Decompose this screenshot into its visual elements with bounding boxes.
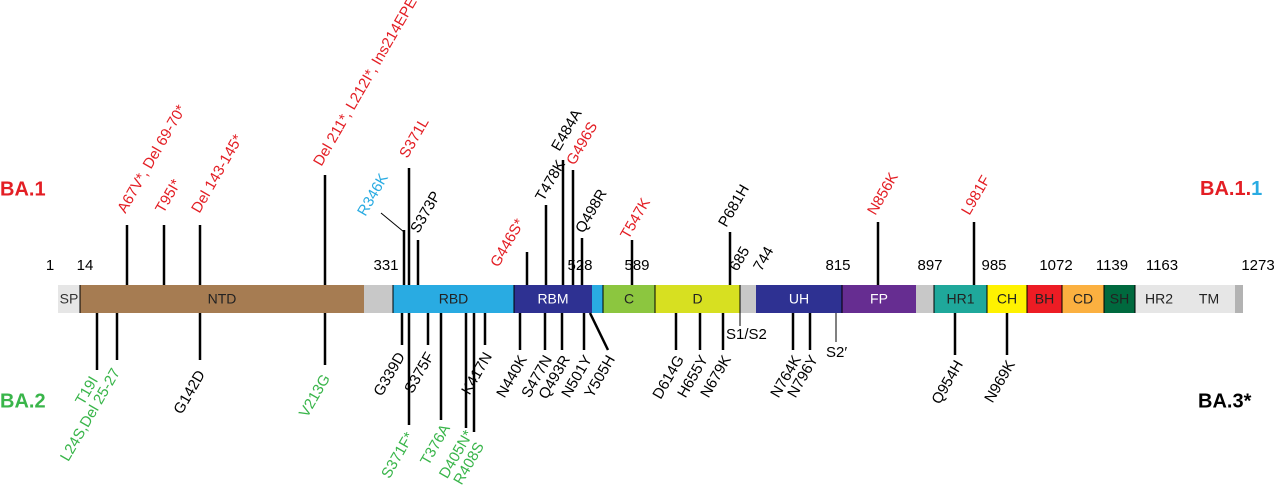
mutation-label: Q498R	[572, 186, 611, 236]
domain	[58, 285, 80, 313]
mutation-label: T547K	[617, 195, 654, 242]
linker	[1235, 285, 1243, 313]
domain-label: HR2	[1145, 291, 1173, 307]
mutation-label: P681H	[715, 182, 753, 230]
linker	[740, 285, 756, 313]
domain	[603, 285, 655, 313]
domain	[514, 285, 592, 313]
position-number: 589	[624, 257, 649, 274]
mutation-label: L981F	[958, 173, 994, 218]
variant-label: BA.3*	[1198, 390, 1252, 412]
position-number: 1163	[1146, 257, 1178, 274]
position-number: 815	[825, 257, 850, 274]
cleavage-label: S2′	[826, 344, 847, 361]
variant-label: BA.2	[0, 390, 46, 412]
linker	[592, 285, 603, 313]
cleavage-label: S1/S2	[726, 326, 767, 343]
mutation-label: T95I*	[152, 176, 185, 216]
position-number: 528	[567, 257, 592, 274]
variant-label-part: 1	[1251, 178, 1262, 200]
position-number: 1273	[1241, 257, 1274, 274]
position-number: 744	[750, 244, 777, 274]
position-number: 14	[77, 257, 94, 274]
linker	[364, 285, 393, 313]
domain-label: HR1	[946, 291, 974, 307]
domain-label: BH	[1035, 291, 1054, 307]
variant-label: BA.1.1	[1200, 178, 1262, 200]
leader-line	[380, 212, 405, 233]
domain	[934, 285, 987, 313]
position-number: 1072	[1039, 257, 1072, 274]
domain	[987, 285, 1027, 313]
position-number: 1	[46, 257, 54, 274]
domain-label: D	[692, 291, 702, 307]
variant-label: BA.1	[0, 178, 46, 200]
position-number: 985	[981, 257, 1006, 274]
mutation-label: R346K	[354, 171, 392, 219]
mutation-label: Q954H	[928, 357, 966, 407]
mutation-label: G142D	[170, 367, 209, 417]
domain	[1104, 285, 1135, 313]
domain-label: NTD	[208, 291, 237, 307]
domain-label: FP	[870, 291, 888, 307]
domain-label: RBM	[537, 291, 568, 307]
domain	[393, 285, 514, 313]
linker	[916, 285, 934, 313]
domain-label: UH	[789, 291, 809, 307]
domain	[756, 285, 842, 313]
domain-label: CH	[997, 291, 1017, 307]
mutation-label: Del 143-145*	[188, 132, 247, 216]
mutation-label: S371L	[396, 115, 432, 161]
position-number: 331	[373, 257, 398, 274]
mutation-label: V213G	[296, 371, 334, 420]
mutation-label: S373P	[407, 188, 444, 236]
domain-label: RBD	[439, 291, 469, 307]
mutation-label: G339D	[370, 349, 409, 399]
mutation-label: N856K	[864, 170, 902, 218]
variant-label-part: BA.1.	[1200, 178, 1251, 200]
mutation-label: A67V*, Del 69-70*	[114, 102, 190, 216]
mutation-label: K417N	[458, 349, 496, 397]
domain	[1183, 285, 1235, 313]
mutation-line	[588, 312, 610, 351]
domain	[1027, 285, 1062, 313]
domain	[1135, 285, 1183, 313]
domain	[1062, 285, 1104, 313]
mutation-label: S375F	[401, 349, 438, 396]
domain	[655, 285, 740, 313]
mutation-label: N969K	[981, 357, 1019, 405]
domain-label: TM	[1199, 291, 1219, 307]
domain-label: C	[624, 291, 634, 307]
mutation-label: S371F*	[378, 429, 418, 481]
domain	[842, 285, 916, 313]
position-number: 1139	[1096, 257, 1128, 274]
mutation-label: G446S*	[487, 216, 528, 270]
domain-label: CD	[1073, 291, 1093, 307]
domain-label: SH	[1110, 291, 1129, 307]
position-number: 897	[917, 257, 942, 274]
domain-label: SP	[60, 291, 79, 307]
domain	[80, 285, 364, 313]
